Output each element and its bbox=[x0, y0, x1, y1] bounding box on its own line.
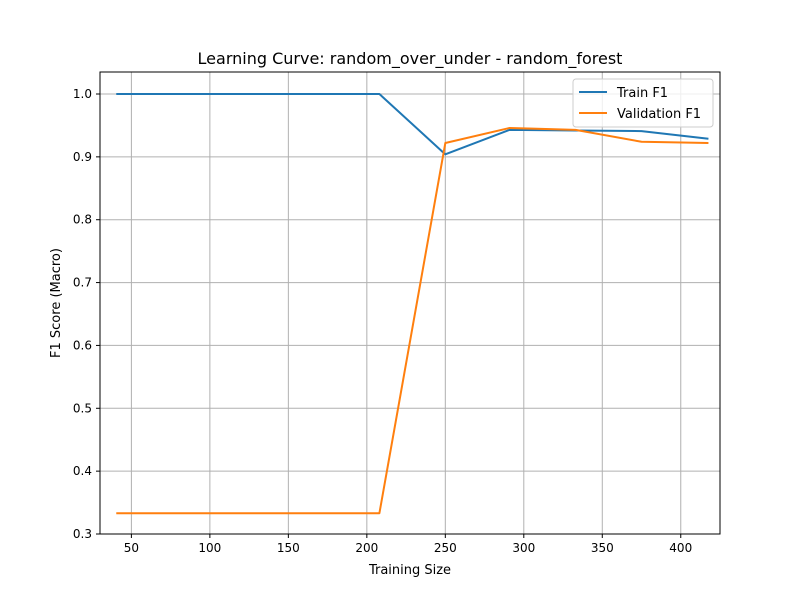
y-axis-label: F1 Score (Macro) bbox=[49, 248, 64, 358]
x-tick-label: 150 bbox=[277, 541, 300, 555]
y-tick-label: 0.6 bbox=[73, 338, 92, 352]
series-line-validation-f1 bbox=[116, 126, 709, 515]
y-tick-label: 1.0 bbox=[73, 87, 92, 101]
chart-title: Learning Curve: random_over_under - rand… bbox=[198, 49, 623, 69]
x-tick-label: 400 bbox=[669, 541, 692, 555]
grid bbox=[100, 72, 720, 535]
series-line-train-f1 bbox=[116, 93, 709, 156]
x-tick-label: 350 bbox=[591, 541, 614, 555]
y-tick-label: 0.5 bbox=[73, 401, 92, 415]
legend-label-validation-f1: Validation F1 bbox=[617, 107, 701, 122]
y-tick-label: 0.4 bbox=[73, 464, 92, 478]
x-tick-label: 100 bbox=[198, 541, 221, 555]
x-axis-label: Training Size bbox=[368, 563, 451, 578]
x-tick-label: 200 bbox=[355, 541, 378, 555]
plot-frame bbox=[99, 71, 721, 535]
y-tick-label: 0.8 bbox=[73, 213, 92, 227]
x-tick-label: 300 bbox=[512, 541, 535, 555]
legend-label-train-f1: Train F1 bbox=[616, 86, 668, 101]
y-tick-label: 0.3 bbox=[73, 527, 92, 541]
axes: 50 100 150 200 250 300 350 400 0.3 0.4 0.5 0.6 0.7 0.… bbox=[73, 71, 721, 555]
y-tick-label: 0.7 bbox=[73, 276, 92, 290]
x-tick-label: 50 bbox=[124, 541, 139, 555]
legend-box bbox=[572, 78, 714, 128]
y-tick-label: 0.9 bbox=[73, 150, 92, 164]
x-tick-label: 250 bbox=[434, 541, 457, 555]
series-lines bbox=[116, 93, 709, 515]
legend: Train F1 Validation F1 bbox=[572, 78, 714, 128]
